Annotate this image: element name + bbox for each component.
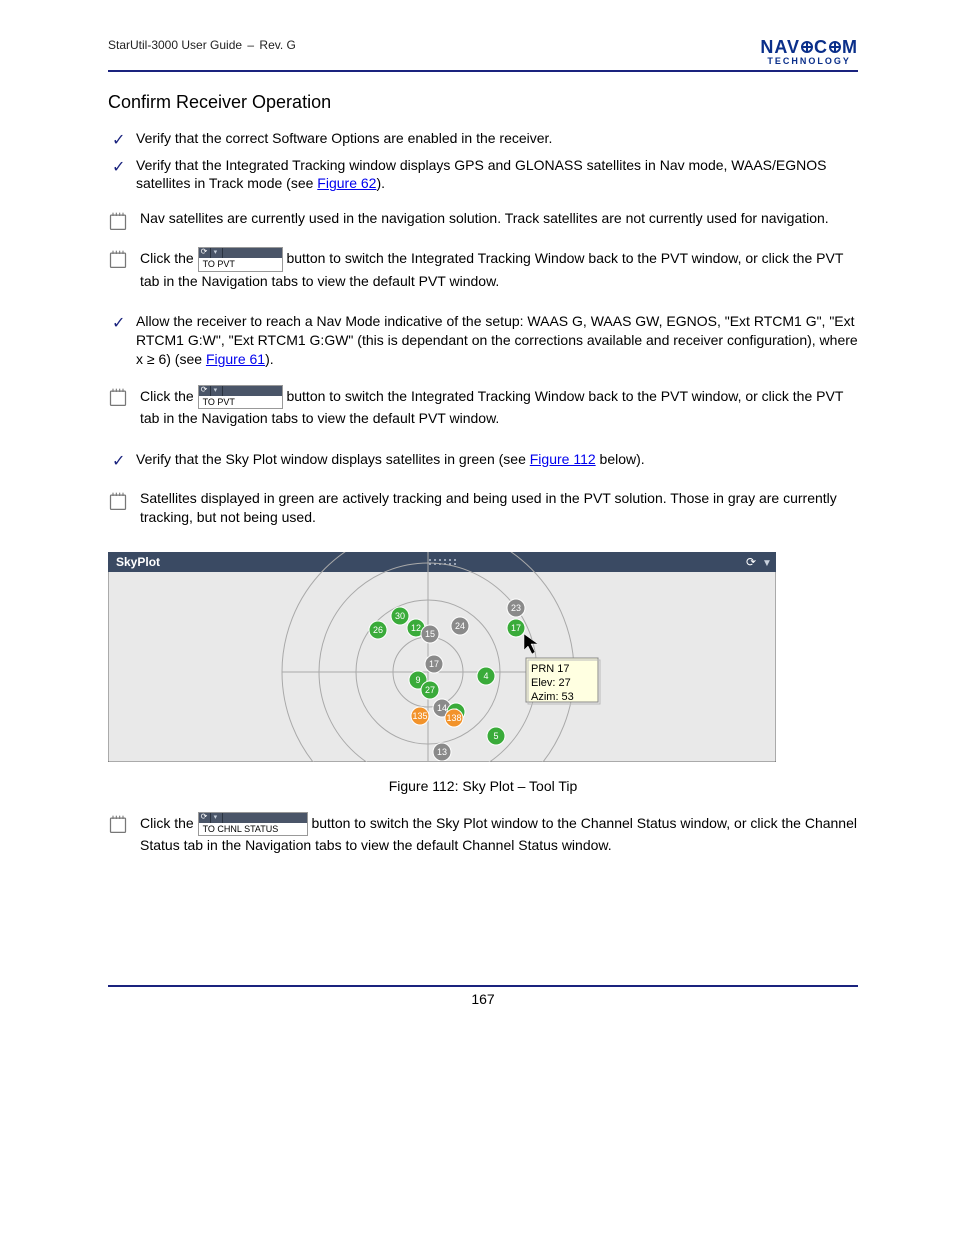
checklist-item: ✓ Verify that the Sky Plot window displa… (112, 450, 858, 473)
svg-text:15: 15 (425, 629, 435, 639)
check-icon: ✓ (112, 157, 126, 179)
skyplot-figure: SkyPlot⟳▼3026121524231717927414213513851… (108, 552, 776, 762)
check-icon: ✓ (112, 313, 126, 335)
note-text: Satellites displayed in green are active… (140, 489, 858, 527)
navcom-logo: NAV C M TECHNOLOGY (760, 38, 858, 66)
svg-text:13: 13 (437, 747, 447, 757)
note: Click the TO PVT button to switch the In… (108, 247, 858, 290)
notepad-icon (108, 814, 128, 834)
note-text: Nav satellites are currently used in the… (140, 209, 858, 228)
svg-text:135: 135 (412, 711, 427, 721)
check-icon: ✓ (112, 451, 126, 473)
svg-text:5: 5 (493, 731, 498, 741)
svg-text:23: 23 (511, 603, 521, 613)
svg-text:27: 27 (425, 685, 435, 695)
svg-text:Azim: 53: Azim: 53 (531, 691, 574, 703)
to-pvt-button[interactable]: TO PVT (198, 385, 283, 409)
note-text: Click the TO CHNL STATUS button to switc… (140, 812, 858, 855)
page-header: StarUtil-3000 User Guide – Rev. G NAV C … (108, 38, 858, 66)
svg-text:9: 9 (415, 675, 420, 685)
svg-text:30: 30 (395, 611, 405, 621)
svg-text:17: 17 (511, 623, 521, 633)
footer-rule (108, 985, 858, 987)
checklist-item: ✓ Verify that the Integrated Tracking wi… (112, 156, 858, 194)
note: Satellites displayed in green are active… (108, 489, 858, 527)
checklist-text: Verify that the correct Software Options… (136, 129, 858, 148)
checklist-text: Allow the receiver to reach a Nav Mode i… (136, 312, 858, 369)
header-title: StarUtil-3000 User Guide – Rev. G (108, 38, 296, 52)
svg-text:17: 17 (429, 659, 439, 669)
figure-link[interactable]: Figure 112 (530, 451, 596, 467)
svg-text:4: 4 (483, 671, 488, 681)
svg-text:26: 26 (373, 625, 383, 635)
header-rule (108, 70, 858, 72)
checklist-item: ✓ Verify that the correct Software Optio… (112, 129, 858, 152)
figure-link[interactable]: Figure 62 (317, 175, 376, 191)
section-title: Confirm Receiver Operation (108, 92, 858, 113)
notepad-icon (108, 211, 128, 231)
figure-link[interactable]: Figure 61 (206, 351, 265, 367)
svg-text:SkyPlot: SkyPlot (116, 555, 160, 569)
note-text: Click the TO PVT button to switch the In… (140, 385, 858, 428)
to-pvt-button[interactable]: TO PVT (198, 247, 283, 271)
checklist-text: Verify that the Sky Plot window displays… (136, 450, 858, 469)
svg-text:▼: ▼ (762, 558, 772, 569)
notepad-icon (108, 387, 128, 407)
svg-text:PRN 17: PRN 17 (531, 663, 570, 675)
svg-text:24: 24 (455, 621, 465, 631)
checklist-text: Verify that the Integrated Tracking wind… (136, 156, 858, 194)
svg-text:138: 138 (446, 713, 461, 723)
note: Nav satellites are currently used in the… (108, 209, 858, 231)
notepad-icon (108, 249, 128, 269)
figure-caption: Figure 112: Sky Plot – Tool Tip (108, 777, 858, 796)
note: Click the TO CHNL STATUS button to switc… (108, 812, 858, 855)
note: Click the TO PVT button to switch the In… (108, 385, 858, 428)
svg-text:⟳: ⟳ (746, 555, 756, 569)
page-number: 167 (108, 991, 858, 1007)
svg-text:12: 12 (411, 623, 421, 633)
check-icon: ✓ (112, 130, 126, 152)
to-chnl-status-button[interactable]: TO CHNL STATUS (198, 812, 308, 836)
svg-text:Elev: 27: Elev: 27 (531, 677, 571, 689)
checklist-item: ✓ Allow the receiver to reach a Nav Mode… (112, 312, 858, 369)
svg-text:14: 14 (437, 703, 447, 713)
notepad-icon (108, 491, 128, 511)
note-text: Click the TO PVT button to switch the In… (140, 247, 858, 290)
